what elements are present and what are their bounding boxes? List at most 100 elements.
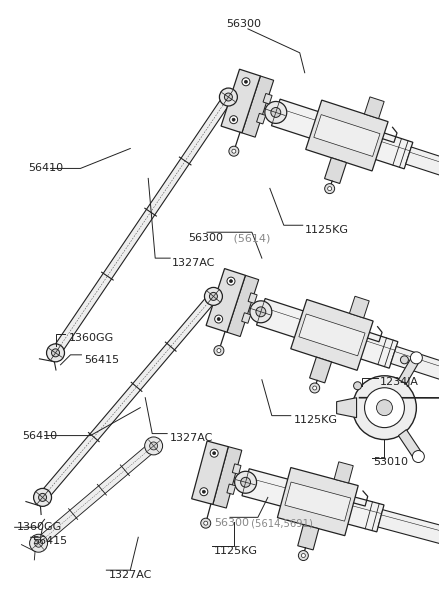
Text: 1327AC: 1327AC [172,258,216,268]
Polygon shape [227,275,259,337]
Circle shape [271,108,281,117]
Polygon shape [291,300,373,370]
Polygon shape [406,147,440,190]
Circle shape [145,437,163,455]
Circle shape [411,352,422,364]
Text: 1327AC: 1327AC [170,432,213,443]
Circle shape [230,116,238,123]
Polygon shape [277,468,358,536]
Polygon shape [310,357,331,383]
Text: 1125KG: 1125KG [214,546,258,556]
Circle shape [229,146,239,156]
Circle shape [313,386,317,390]
Circle shape [242,78,250,86]
Text: (5614): (5614) [230,233,270,243]
Polygon shape [378,510,440,549]
Circle shape [150,442,158,450]
Circle shape [365,388,404,427]
Circle shape [33,488,51,506]
Circle shape [209,292,217,300]
Circle shape [205,288,222,305]
Polygon shape [299,314,365,356]
Polygon shape [248,293,257,303]
Polygon shape [242,313,251,323]
Text: 56410: 56410 [22,430,58,441]
Text: 53010: 53010 [374,457,408,466]
Circle shape [352,376,416,440]
Circle shape [377,399,392,416]
Circle shape [220,88,237,106]
Polygon shape [298,525,319,550]
Polygon shape [227,484,235,494]
Circle shape [35,539,43,547]
Polygon shape [232,464,241,474]
Polygon shape [257,299,398,368]
Circle shape [210,449,218,457]
Polygon shape [337,398,356,418]
Circle shape [224,93,232,101]
Polygon shape [364,97,384,119]
Polygon shape [285,482,351,521]
Polygon shape [221,69,260,133]
Text: 56300: 56300 [188,233,223,243]
Circle shape [39,494,47,502]
Circle shape [298,551,308,561]
Text: 1125KG: 1125KG [294,415,338,424]
Circle shape [51,349,59,357]
Text: 56410: 56410 [29,164,64,173]
Polygon shape [349,296,369,318]
Circle shape [47,344,65,362]
Polygon shape [206,269,246,332]
Polygon shape [213,447,242,508]
Polygon shape [271,99,413,169]
Text: 56415: 56415 [84,355,120,365]
Circle shape [400,356,408,364]
Circle shape [265,102,287,123]
Polygon shape [399,430,422,460]
Polygon shape [325,157,346,184]
Circle shape [354,382,362,390]
Circle shape [301,553,305,558]
Circle shape [217,348,221,353]
Circle shape [328,187,332,191]
Circle shape [256,307,266,317]
Text: 56415: 56415 [33,536,68,546]
Text: 1360GG: 1360GG [69,333,114,343]
Circle shape [214,345,224,356]
Text: 1234JA: 1234JA [379,377,418,387]
Circle shape [204,521,208,525]
Circle shape [230,280,232,283]
Circle shape [201,518,211,528]
Text: (5614,5691): (5614,5691) [248,518,313,528]
Polygon shape [257,113,266,124]
Polygon shape [192,441,228,505]
Text: 56300: 56300 [226,19,261,29]
Circle shape [250,301,272,323]
Circle shape [232,118,235,121]
Circle shape [215,315,223,323]
Polygon shape [334,462,353,483]
Circle shape [213,452,216,455]
Polygon shape [51,94,232,356]
Circle shape [325,184,335,193]
Polygon shape [314,114,380,156]
Polygon shape [242,76,274,137]
Text: 56300: 56300 [214,518,249,528]
Circle shape [202,490,205,493]
Polygon shape [399,356,420,384]
Circle shape [232,149,236,153]
Text: 1360GG: 1360GG [17,522,62,532]
Circle shape [217,317,220,320]
Polygon shape [242,469,384,532]
Text: 1327AC: 1327AC [108,570,152,580]
Circle shape [200,488,208,496]
Circle shape [310,383,320,393]
Text: 1125KG: 1125KG [305,225,349,235]
Circle shape [412,451,424,463]
Polygon shape [391,347,440,390]
Polygon shape [39,293,217,500]
Circle shape [235,471,257,493]
Circle shape [241,477,250,487]
Polygon shape [35,442,157,547]
Circle shape [245,80,247,83]
